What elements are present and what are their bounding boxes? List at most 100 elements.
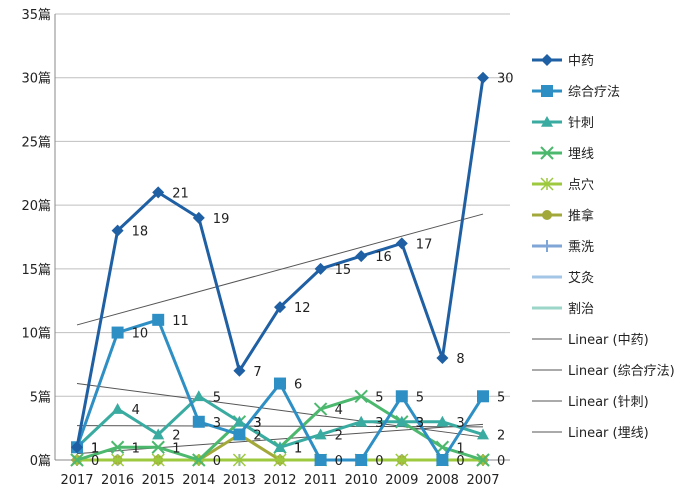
data-point — [192, 453, 206, 467]
data-label: 8 — [456, 352, 464, 367]
data-point — [395, 237, 408, 250]
data-label: 3 — [416, 416, 424, 431]
data-point — [192, 211, 205, 224]
data-point — [151, 440, 165, 454]
y-tick-label: 20篇 — [21, 199, 51, 214]
data-label: 0 — [91, 454, 99, 469]
y-tick-label: 35篇 — [21, 8, 51, 23]
legend-label: 中药 — [568, 54, 594, 69]
data-point — [314, 454, 327, 466]
data-label: 3 — [253, 416, 261, 431]
data-point — [540, 146, 554, 160]
data-label: 5 — [375, 390, 383, 405]
data-label: 5 — [213, 390, 221, 405]
y-tick-label: 30篇 — [21, 72, 51, 87]
x-tick-label: 2017 — [60, 473, 93, 488]
data-point — [313, 402, 328, 416]
legend-label: Linear (针刺) — [568, 395, 649, 410]
data-point — [110, 440, 125, 454]
data-point — [233, 364, 246, 377]
data-label: 1 — [91, 441, 99, 456]
legend-item: Linear (针刺) — [532, 395, 649, 410]
legend-label: 艾灸 — [568, 271, 594, 286]
data-point — [232, 453, 246, 467]
data-point — [273, 453, 287, 467]
legend-label: Linear (埋线) — [568, 426, 649, 441]
legend-label: 针刺 — [568, 116, 594, 131]
data-label: 2 — [253, 429, 261, 444]
data-point — [152, 313, 165, 326]
series-lines — [70, 71, 490, 467]
data-label: 21 — [172, 186, 189, 201]
data-point — [151, 453, 165, 467]
data-point — [152, 428, 165, 440]
data-label: 5 — [416, 390, 424, 405]
data-point — [233, 428, 246, 441]
x-tick-label: 2007 — [466, 473, 499, 488]
data-point — [70, 453, 84, 467]
data-point — [542, 210, 552, 220]
data-point — [477, 71, 489, 84]
data-label: 10 — [132, 327, 149, 342]
data-point — [152, 186, 165, 199]
data-label: 11 — [172, 314, 189, 329]
legend-item: Linear (中药) — [532, 333, 649, 348]
data-point — [477, 428, 489, 440]
y-axis-tick-labels: 0篇 5篇 10篇 15篇 20篇 25篇 30篇 35篇 — [21, 8, 51, 469]
data-point — [274, 301, 286, 314]
gridlines — [55, 13, 510, 397]
x-tick-label: 2015 — [142, 473, 175, 488]
data-point — [111, 403, 124, 414]
legend-label: 熏洗 — [568, 240, 594, 255]
data-point — [71, 441, 83, 454]
x-tick-label: 2009 — [385, 473, 418, 488]
axes — [54, 14, 510, 461]
legend-item: 综合疗法 — [532, 85, 620, 100]
data-label: 1 — [294, 441, 302, 456]
legend-label: 推拿 — [568, 208, 594, 224]
data-label: 4 — [132, 403, 140, 418]
data-point — [355, 415, 368, 427]
series-2 — [71, 313, 489, 466]
data-point — [274, 377, 286, 390]
data-point — [355, 454, 368, 466]
data-label: 5 — [497, 390, 505, 405]
data-label: 2 — [172, 429, 180, 444]
data-point — [541, 85, 553, 97]
legend-item: Linear (埋线) — [532, 426, 649, 441]
legend-item: Linear (综合疗法) — [532, 364, 675, 379]
data-point — [395, 415, 408, 427]
data-point — [274, 441, 286, 453]
data-point — [477, 390, 489, 403]
series-1 — [71, 71, 489, 454]
legend-item: 点穴 — [532, 177, 594, 193]
data-label: 0 — [335, 454, 343, 469]
x-tick-label: 2014 — [182, 473, 215, 488]
data-point — [111, 224, 124, 237]
data-label: 3 — [213, 416, 221, 431]
data-label: 0 — [456, 454, 464, 469]
x-tick-label: 2016 — [101, 473, 134, 488]
data-label: 1 — [91, 441, 99, 456]
data-point — [192, 415, 205, 428]
data-point — [192, 390, 205, 402]
data-label: 1 — [172, 441, 180, 456]
legend-label: Linear (中药) — [568, 333, 649, 348]
data-label: 1 — [456, 441, 464, 456]
legend-item: 艾灸 — [532, 271, 594, 286]
data-label: 3 — [375, 416, 383, 431]
legend-label: 综合疗法 — [568, 85, 620, 100]
data-point — [395, 453, 409, 467]
data-label: 0 — [375, 454, 383, 469]
data-point — [314, 262, 327, 275]
data-point — [541, 116, 553, 127]
x-tick-label: 2010 — [345, 473, 378, 488]
data-label: 1 — [91, 441, 99, 456]
data-point — [111, 326, 124, 339]
data-point — [541, 54, 553, 66]
legend-item: 割治 — [532, 301, 594, 317]
legend-label: 点穴 — [568, 178, 594, 193]
y-tick-label: 0篇 — [30, 454, 51, 469]
